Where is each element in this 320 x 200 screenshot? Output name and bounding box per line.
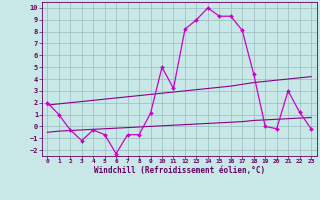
X-axis label: Windchill (Refroidissement éolien,°C): Windchill (Refroidissement éolien,°C) [94, 166, 265, 175]
